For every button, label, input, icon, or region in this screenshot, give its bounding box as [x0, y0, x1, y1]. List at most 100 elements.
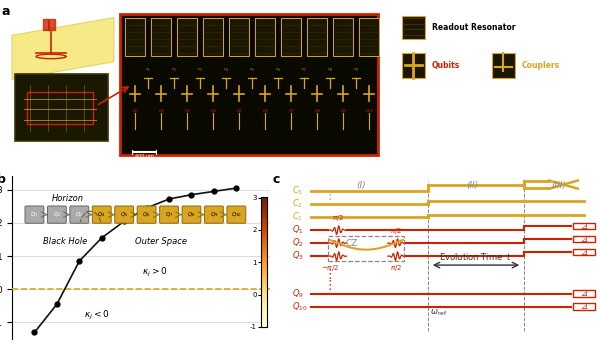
- Text: $c_{2}$: $c_{2}$: [171, 67, 177, 74]
- FancyBboxPatch shape: [182, 206, 201, 223]
- Text: ⊿: ⊿: [581, 289, 587, 298]
- Bar: [307, 18, 327, 56]
- Text: $c_{5}$: $c_{5}$: [249, 67, 255, 74]
- Text: Readout Resonator: Readout Resonator: [432, 23, 515, 32]
- Bar: [229, 18, 249, 56]
- Text: $Q_{3}$: $Q_{3}$: [75, 210, 83, 219]
- Text: $Q_{3}$: $Q_{3}$: [184, 108, 190, 115]
- Text: ⊿: ⊿: [581, 248, 587, 257]
- Text: $\omega_{\rm ref}$: $\omega_{\rm ref}$: [430, 308, 447, 318]
- Bar: [177, 18, 197, 56]
- Bar: [573, 223, 595, 229]
- FancyBboxPatch shape: [137, 206, 156, 223]
- Text: $Q_{10}$: $Q_{10}$: [365, 108, 373, 115]
- Text: $c_{4}$: $c_{4}$: [223, 67, 229, 74]
- Text: ⊿: ⊿: [581, 221, 587, 230]
- Text: $Q_{6}$: $Q_{6}$: [262, 108, 268, 115]
- Text: $Q_{4}$: $Q_{4}$: [209, 108, 217, 115]
- Text: $Q_{5}$: $Q_{5}$: [236, 108, 242, 115]
- Text: ⊿: ⊿: [581, 302, 587, 311]
- Text: (I): (I): [356, 181, 367, 190]
- Text: Couplers: Couplers: [522, 61, 560, 70]
- Text: Evolution Time  $t$: Evolution Time $t$: [439, 251, 512, 262]
- Text: b: b: [0, 173, 5, 186]
- Text: $C_1$: $C_1$: [292, 211, 302, 224]
- FancyBboxPatch shape: [205, 206, 223, 223]
- Bar: [573, 249, 595, 255]
- Text: CZ: CZ: [346, 239, 358, 248]
- Bar: [120, 14, 378, 155]
- Bar: [402, 16, 425, 39]
- Text: $Q_1$: $Q_1$: [292, 224, 303, 236]
- Bar: [573, 303, 595, 310]
- Text: $Q_{6}$: $Q_{6}$: [142, 210, 151, 219]
- Polygon shape: [12, 18, 114, 80]
- Text: $\pi/2$: $\pi/2$: [391, 263, 403, 273]
- Text: $\pi/2$: $\pi/2$: [332, 213, 344, 223]
- Bar: [573, 236, 595, 242]
- FancyBboxPatch shape: [70, 206, 89, 223]
- Text: $Q_{10}$: $Q_{10}$: [292, 300, 307, 313]
- Text: 400 μm: 400 μm: [134, 154, 154, 160]
- Text: $Q_{1}$: $Q_{1}$: [30, 210, 38, 219]
- Text: $Q_{8}$: $Q_{8}$: [187, 210, 196, 219]
- Bar: [27, 92, 93, 124]
- Text: $Q_{7}$: $Q_{7}$: [287, 108, 295, 115]
- Text: $Q_{9}$: $Q_{9}$: [209, 210, 218, 219]
- Bar: [359, 18, 379, 56]
- Text: Qubits: Qubits: [432, 61, 460, 70]
- Text: $C_2$: $C_2$: [292, 198, 302, 210]
- FancyBboxPatch shape: [227, 206, 246, 223]
- Text: (II): (II): [467, 181, 479, 190]
- FancyBboxPatch shape: [160, 206, 178, 223]
- Text: $c_{3}$: $c_{3}$: [197, 67, 203, 74]
- Text: $c_{6}$: $c_{6}$: [275, 67, 281, 74]
- Text: $C_5$: $C_5$: [292, 185, 302, 197]
- Text: $\kappa_j < 0$: $\kappa_j < 0$: [84, 309, 109, 322]
- Bar: [492, 53, 515, 78]
- Bar: [151, 18, 171, 56]
- Text: ⋮: ⋮: [323, 267, 336, 281]
- Text: c: c: [272, 173, 280, 186]
- FancyBboxPatch shape: [25, 206, 44, 223]
- Text: $Q_3$: $Q_3$: [292, 250, 304, 262]
- Bar: [255, 18, 275, 56]
- Text: ⊿: ⊿: [581, 235, 587, 244]
- Text: $Q_2$: $Q_2$: [292, 237, 303, 249]
- Text: $Q_9$: $Q_9$: [292, 287, 304, 300]
- Text: (III): (III): [551, 181, 566, 190]
- Text: $Q_{{10}}$: $Q_{{10}}$: [231, 210, 242, 219]
- Text: $c_{8}$: $c_{8}$: [327, 67, 333, 74]
- FancyBboxPatch shape: [92, 206, 111, 223]
- Text: Black Hole: Black Hole: [43, 237, 88, 246]
- Text: $Q_{2}$: $Q_{2}$: [158, 108, 164, 115]
- FancyBboxPatch shape: [47, 206, 66, 223]
- Text: a: a: [1, 5, 10, 18]
- Text: $c_{1}$: $c_{1}$: [145, 67, 151, 74]
- Text: $Q_{7}$: $Q_{7}$: [165, 210, 173, 219]
- Text: $\pi/2$: $\pi/2$: [391, 226, 403, 236]
- Bar: [402, 53, 425, 78]
- FancyBboxPatch shape: [115, 206, 134, 223]
- Text: $c_{7}$: $c_{7}$: [301, 67, 307, 74]
- Text: $Q_{5}$: $Q_{5}$: [120, 210, 128, 219]
- Text: ⋮: ⋮: [323, 189, 336, 202]
- Text: $Q_{9}$: $Q_{9}$: [340, 108, 346, 115]
- Text: $Q_{2}$: $Q_{2}$: [53, 210, 61, 219]
- Bar: [281, 18, 301, 56]
- Text: $\kappa_j > 0$: $\kappa_j > 0$: [142, 266, 167, 279]
- Bar: [125, 18, 145, 56]
- Bar: [573, 290, 595, 297]
- Text: $Q_{8}$: $Q_{8}$: [314, 108, 320, 115]
- Text: $-\pi/2$: $-\pi/2$: [321, 263, 338, 273]
- Text: Outer Space: Outer Space: [136, 237, 187, 246]
- Bar: [328, 236, 404, 261]
- Text: $Q_{4}$: $Q_{4}$: [97, 210, 106, 219]
- Bar: [203, 18, 223, 56]
- Text: Horizon: Horizon: [52, 194, 84, 203]
- Text: $c_{9}$: $c_{9}$: [353, 67, 359, 74]
- Text: $Q_{1}$: $Q_{1}$: [131, 108, 139, 115]
- Bar: [333, 18, 353, 56]
- Bar: [15, 74, 108, 141]
- Text: ⋮: ⋮: [323, 279, 336, 292]
